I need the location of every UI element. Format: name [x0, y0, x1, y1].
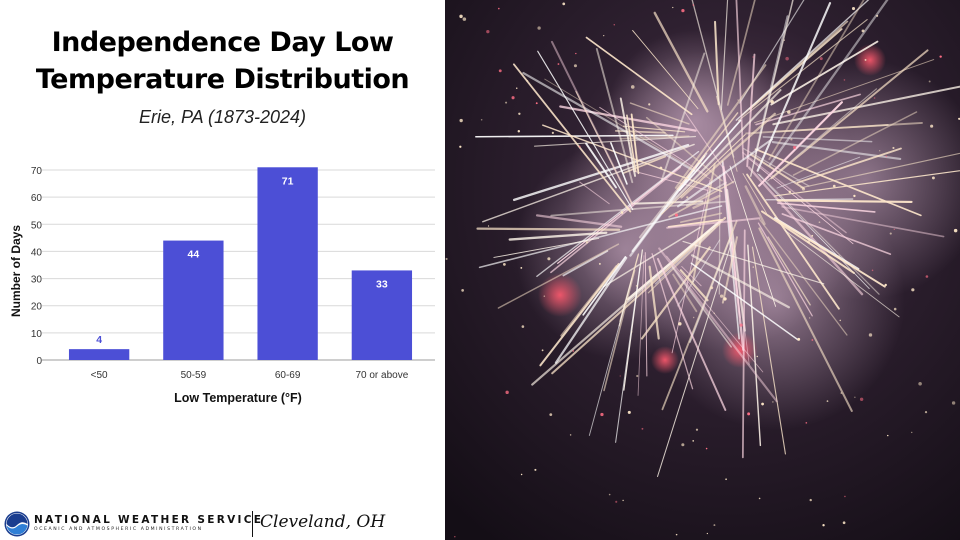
- data-label: 44: [188, 249, 200, 261]
- agency-subtitle: OCEANIC AND ATMOSPHERIC ADMINISTRATION: [34, 527, 203, 532]
- x-tick-label: <50: [91, 370, 108, 381]
- y-tick-label: 50: [31, 220, 43, 231]
- agency-name: NATIONAL WEATHER SERVICE: [34, 514, 264, 526]
- bar: [257, 167, 318, 360]
- y-tick-label: 30: [31, 275, 43, 286]
- page-title: Independence Day Low Temperature Distrib…: [0, 24, 445, 98]
- bar: [163, 240, 224, 360]
- x-tick-label: 60-69: [275, 370, 301, 381]
- chart-bars: [68, 167, 413, 360]
- title-line-1: Independence Day Low: [51, 27, 394, 58]
- x-axis-ticks: <50 50-59 60-69 70 or above: [91, 370, 409, 381]
- data-label: 33: [376, 278, 388, 290]
- bar: [68, 349, 130, 360]
- chart-gridlines: [42, 169, 435, 361]
- y-tick-label: 10: [31, 329, 43, 340]
- y-axis-ticks: 0 10 20 30 40 50 60 70: [31, 166, 43, 367]
- bar: [351, 270, 413, 360]
- fireworks-photo: [445, 0, 960, 540]
- left-panel: Independence Day Low Temperature Distrib…: [0, 0, 445, 540]
- data-label: 71: [282, 175, 294, 187]
- y-tick-label: 60: [31, 193, 43, 204]
- office-name: Cleveland, OH: [260, 512, 386, 532]
- y-tick-label: 20: [31, 302, 43, 313]
- y-axis-title: Number of Days: [9, 225, 23, 317]
- title-line-2: Temperature Distribution: [35, 64, 410, 95]
- x-tick-label: 50-59: [181, 370, 207, 381]
- footer: NATIONAL WEATHER SERVICE OCEANIC AND ATM…: [0, 505, 445, 540]
- footer-divider: [252, 511, 253, 537]
- data-label: 4: [96, 334, 102, 346]
- y-tick-label: 70: [31, 166, 43, 177]
- y-tick-label: 40: [31, 247, 43, 258]
- page-subtitle: Erie, PA (1873-2024): [138, 107, 307, 127]
- y-tick-label: 0: [36, 356, 42, 367]
- x-axis-title: Low Temperature (°F): [174, 391, 302, 405]
- noaa-logo-icon: [4, 511, 30, 537]
- x-tick-label: 70 or above: [355, 370, 408, 381]
